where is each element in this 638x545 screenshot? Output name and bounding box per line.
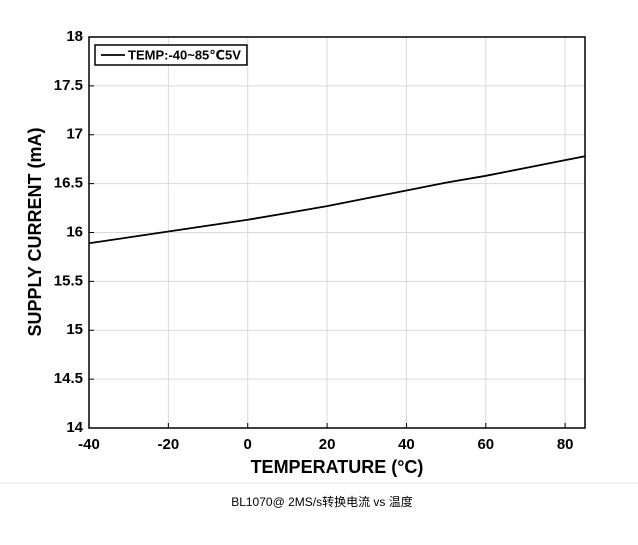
x-tick-label: 0: [244, 436, 252, 453]
y-tick-label: 14: [66, 419, 83, 436]
x-tick-label: 20: [319, 436, 336, 453]
y-tick-label: 17.5: [54, 77, 83, 94]
x-axis-label: TEMPERATURE (°C): [251, 457, 424, 477]
data-line: [88, 155, 586, 245]
x-tick-label: 40: [398, 436, 415, 453]
y-axis-label: SUPPLY CURRENT (mA): [25, 127, 45, 336]
x-tick-label: -40: [78, 436, 100, 453]
plot-frame: [88, 36, 586, 429]
y-tick-label: 15: [66, 321, 83, 338]
y-tick-label: 16.5: [54, 175, 83, 192]
legend-label: TEMP:-40~85℃5V: [128, 47, 241, 62]
x-tick-label: -20: [158, 436, 180, 453]
y-tick-label: 18: [66, 28, 83, 45]
caption: BL1070@ 2MS/s转换电流 vs 温度: [231, 494, 413, 509]
y-tick-label: 14.5: [54, 370, 83, 387]
x-tick-label: 80: [557, 436, 574, 453]
y-tick-label: 16: [66, 223, 83, 240]
y-tick-label: 15.5: [54, 272, 83, 289]
x-tick-label: 60: [477, 436, 494, 453]
y-tick-label: 17: [66, 126, 83, 143]
legend-box: [94, 44, 248, 66]
